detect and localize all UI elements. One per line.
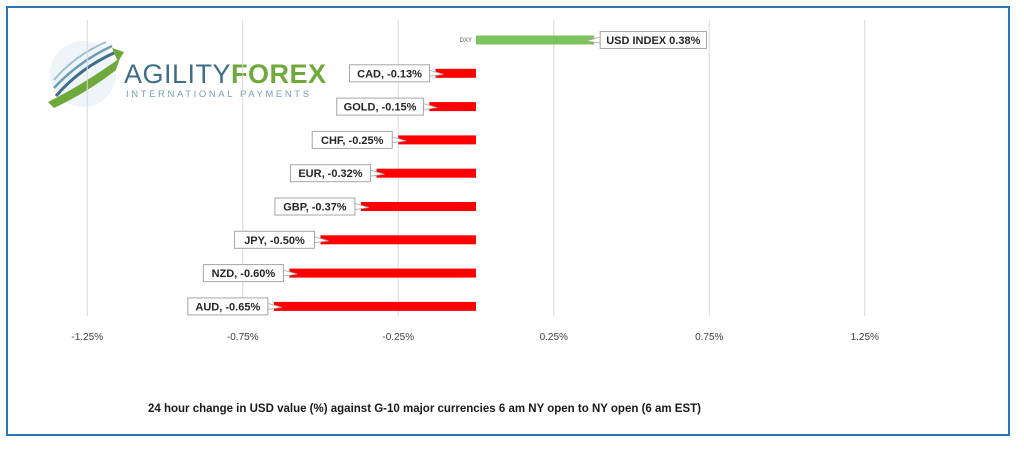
x-tick-label: 1.25% <box>851 332 879 343</box>
data-label-text: NZD, -0.60% <box>212 268 276 280</box>
chart-frame: AGILITYFOREX INTERNATIONAL PAYMENTS DXY U… <box>6 6 1010 436</box>
bar-cad <box>435 68 476 78</box>
data-label-text: JPY, -0.50% <box>244 235 305 247</box>
data-label-text: GBP, -0.37% <box>283 202 347 214</box>
bar-nzd <box>289 268 476 278</box>
x-tick-label: -0.25% <box>382 332 414 343</box>
data-labels: DXY USD INDEX 0.38% CAD, -0.13% GOLD, -0.15… <box>187 31 707 316</box>
x-tick-labels: -1.25% -0.75% -0.25% 0.25% 0.75% 1.25% <box>71 332 879 343</box>
bar-eur <box>376 168 476 178</box>
data-label-text: GOLD, -0.15% <box>344 102 417 114</box>
x-tick-label: 0.25% <box>540 332 568 343</box>
data-label-cad: CAD, -0.13% <box>349 64 444 83</box>
data-label-text: USD INDEX 0.38% <box>606 35 700 47</box>
bar-dxy <box>476 35 595 45</box>
gridlines <box>86 20 866 316</box>
data-label-gold: GOLD, -0.15% <box>336 97 438 116</box>
data-label-text: CHF, -0.25% <box>321 135 384 147</box>
chart-svg: AGILITYFOREX INTERNATIONAL PAYMENTS DXY U… <box>48 20 879 415</box>
data-label-dxy: USD INDEX 0.38% <box>586 31 707 49</box>
data-label-chf: CHF, -0.25% <box>311 130 407 149</box>
logo-word-accent: FOREX <box>231 59 327 89</box>
data-label-jpy: JPY, -0.50% <box>233 230 329 249</box>
bar-aud <box>273 301 476 311</box>
x-tick-label: -1.25% <box>71 332 103 343</box>
bar-gbp <box>360 202 476 211</box>
data-label-text: AUD, -0.65% <box>195 301 260 313</box>
logo: AGILITYFOREX INTERNATIONAL PAYMENTS <box>48 41 327 108</box>
x-tick-label: 0.75% <box>695 332 723 343</box>
bars <box>273 35 595 311</box>
data-label-aud: AUD, -0.65% <box>187 297 282 316</box>
bar-gold <box>429 102 476 112</box>
svg-text:AGILITYFOREX: AGILITYFOREX <box>124 59 327 89</box>
globe-swoosh-icon <box>48 41 124 108</box>
data-label-gbp: GBP, -0.37% <box>274 197 370 216</box>
category-label: DXY <box>460 38 472 44</box>
logo-word-main: AGILITY <box>124 59 231 89</box>
bar-chf <box>398 135 476 145</box>
logo-subtitle: INTERNATIONAL PAYMENTS <box>126 89 312 100</box>
data-label-nzd: NZD, -0.60% <box>202 264 298 283</box>
bar-jpy <box>320 235 476 245</box>
chart-caption: 24 hour change in USD value (%) against … <box>148 403 701 415</box>
x-tick-label: -0.75% <box>227 332 259 343</box>
data-label-text: CAD, -0.13% <box>357 68 422 80</box>
data-label-eur: EUR, -0.32% <box>289 164 385 183</box>
data-label-text: EUR, -0.32% <box>298 168 362 180</box>
